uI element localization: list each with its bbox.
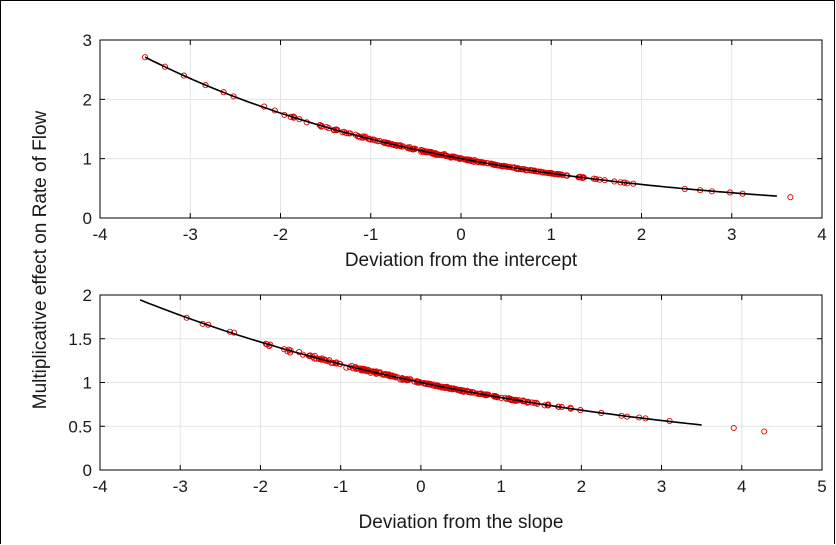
data-point bbox=[787, 194, 794, 201]
y-tick-label: 3 bbox=[83, 31, 92, 50]
y-tick-label: 2 bbox=[83, 286, 92, 305]
grid bbox=[99, 294, 823, 471]
x-tick-label: 2 bbox=[577, 477, 586, 496]
x-tick-label: -1 bbox=[333, 477, 348, 496]
x-tick-label: 2 bbox=[637, 225, 646, 244]
x-tick-label: -4 bbox=[92, 477, 107, 496]
y-tick-label: 2 bbox=[83, 90, 92, 109]
fit-line bbox=[139, 299, 702, 426]
data-point bbox=[202, 82, 209, 89]
y-tick-label: 0.5 bbox=[68, 417, 92, 436]
x-tick-label: 4 bbox=[817, 225, 826, 244]
data-point bbox=[441, 150, 448, 158]
x-tick-label: 1 bbox=[547, 225, 556, 244]
data-points bbox=[142, 54, 794, 201]
shared-y-axis-label: Multiplicative effect on Rate of Flow bbox=[30, 110, 51, 409]
data-point bbox=[230, 93, 237, 100]
x-tick-label: 0 bbox=[416, 477, 425, 496]
x-tick-label: 4 bbox=[737, 477, 746, 496]
x-tick-label: 5 bbox=[817, 477, 826, 496]
x-tick-label: 3 bbox=[727, 225, 736, 244]
x-tick-label: 0 bbox=[456, 225, 465, 244]
x-tick-label: -1 bbox=[363, 225, 378, 244]
y-tick-label: 0 bbox=[83, 461, 92, 480]
data-point bbox=[142, 54, 149, 61]
x-tick-label: -2 bbox=[273, 225, 288, 244]
x-axis-label: Deviation from the slope bbox=[359, 512, 564, 533]
y-tick-label: 1.5 bbox=[68, 330, 92, 349]
data-point bbox=[180, 72, 187, 79]
data-point bbox=[761, 428, 768, 435]
data-points bbox=[183, 314, 768, 435]
x-tick-label: -2 bbox=[253, 477, 268, 496]
x-tick-label: -3 bbox=[173, 477, 188, 496]
x-tick-label: 1 bbox=[496, 477, 505, 496]
y-tick-label: 1 bbox=[83, 150, 92, 169]
y-tick-label: 1 bbox=[83, 374, 92, 393]
x-tick-label: -3 bbox=[183, 225, 198, 244]
y-tick-label: 0 bbox=[83, 209, 92, 228]
x-axis-label: Deviation from the intercept bbox=[345, 250, 578, 271]
x-tick-label: 3 bbox=[657, 477, 666, 496]
data-point bbox=[730, 424, 737, 432]
x-tick-label: -4 bbox=[92, 225, 107, 244]
chart-slope: -4 -3 -2 -1 0 1 2 3 4 5 0 0.5 1 1.5 2 Deviation from th… bbox=[68, 286, 826, 533]
chart-intercept: -4 -3 -2 -1 0 1 2 3 4 0 1 2 3 Deviation from the inte… bbox=[83, 31, 827, 271]
fit-line bbox=[144, 56, 777, 197]
data-point bbox=[161, 63, 169, 70]
